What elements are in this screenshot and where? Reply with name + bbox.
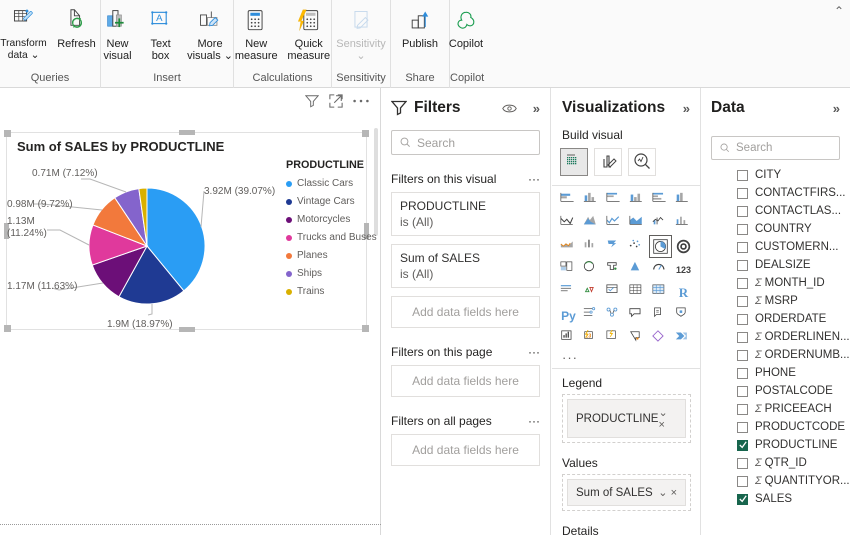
svg-text:0.98M (9.72%): 0.98M (9.72%) <box>7 199 73 210</box>
svg-text:1.9M (18.97%): 1.9M (18.97%) <box>107 319 173 330</box>
svg-text:3.92M (39.07%): 3.92M (39.07%) <box>204 186 275 197</box>
svg-text:1.17M (11.63%): 1.17M (11.63%) <box>7 281 77 292</box>
svg-text:0.71M (7.12%): 0.71M (7.12%) <box>32 168 98 179</box>
svg-text:(11.24%): (11.24%) <box>7 228 47 239</box>
svg-text:1.13M: 1.13M <box>7 216 35 227</box>
svg-text:A: A <box>156 13 163 24</box>
